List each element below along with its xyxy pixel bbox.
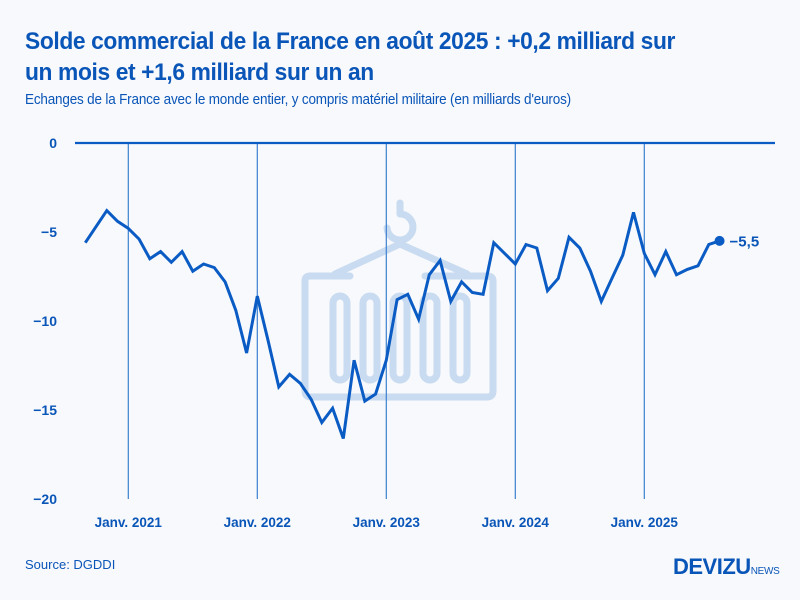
data-point <box>224 280 227 283</box>
data-point <box>654 273 657 276</box>
data-point <box>546 289 549 292</box>
data-point <box>277 385 280 388</box>
data-point <box>320 421 323 424</box>
y-tick-label: −10 <box>33 313 57 329</box>
data-point <box>632 211 635 214</box>
source-note: Source: DGDDI <box>25 557 116 572</box>
watermark-slot-5 <box>449 292 471 384</box>
x-tick-label: Janv. 2021 <box>95 515 163 530</box>
data-point <box>643 252 646 255</box>
data-point <box>697 264 700 267</box>
watermark-slot-1 <box>329 292 351 384</box>
watermark-slot-4 <box>419 292 441 384</box>
data-point <box>460 280 463 283</box>
data-point <box>707 243 710 246</box>
data-point <box>525 243 528 246</box>
data-point <box>202 263 205 266</box>
data-point <box>449 300 452 303</box>
data-point <box>299 382 302 385</box>
watermark-hook <box>383 199 417 244</box>
data-point <box>664 250 667 253</box>
data-point <box>245 352 248 355</box>
devizu-logo: DEVIZUNEWS <box>673 554 780 580</box>
data-point <box>148 257 151 260</box>
data-point <box>159 250 162 253</box>
data-point <box>170 261 173 264</box>
data-point <box>621 254 624 257</box>
data-point <box>342 437 345 440</box>
chart-title: Solde commercial de la France en août 20… <box>25 26 732 88</box>
data-point <box>514 263 517 266</box>
x-tick-label: Janv. 2022 <box>224 515 291 530</box>
last-value-label: −5,5 <box>730 233 760 250</box>
data-point <box>331 407 334 410</box>
container-crane-icon <box>301 199 497 401</box>
data-point <box>406 293 409 296</box>
x-tick-label: Janv. 2023 <box>353 515 421 530</box>
data-point <box>611 277 614 280</box>
data-point <box>105 209 108 212</box>
data-point <box>181 250 184 253</box>
data-point <box>439 259 442 262</box>
data-point <box>353 359 356 362</box>
y-tick-label: −20 <box>33 491 57 507</box>
data-point <box>686 268 689 271</box>
data-point <box>234 309 237 312</box>
data-point <box>95 225 98 228</box>
data-point <box>535 247 538 250</box>
logo-suffix-text: NEWS <box>750 566 780 577</box>
logo-main-text: DEVIZU <box>673 554 751 579</box>
watermark-slot-2 <box>359 292 381 384</box>
data-point <box>191 270 194 273</box>
data-point <box>116 220 119 223</box>
x-axis: Janv. 2021 Janv. 2022 Janv. 2023 Janv. 2024… <box>95 515 679 530</box>
x-tick-label: Janv. 2025 <box>611 515 679 530</box>
data-point <box>482 293 485 296</box>
x-tick-label: Janv. 2024 <box>482 515 550 530</box>
series-line-solde-commercial <box>84 208 720 439</box>
data-point <box>127 227 130 230</box>
data-point <box>396 298 399 301</box>
data-point <box>417 318 420 321</box>
data-point <box>84 241 87 244</box>
data-point <box>310 398 313 401</box>
chart-title-line-1: Solde commercial de la France en août 20… <box>25 28 676 55</box>
gridlines <box>127 143 645 499</box>
data-point <box>600 300 603 303</box>
data-point <box>256 295 259 298</box>
data-point <box>363 400 366 403</box>
watermark-cables <box>331 240 471 278</box>
data-point <box>503 252 506 255</box>
data-point <box>557 277 560 280</box>
data-point <box>578 247 581 250</box>
data-point <box>385 359 388 362</box>
last-value-marker <box>714 235 725 246</box>
y-axis: 0 −5 −10 −15 −20 <box>33 135 57 507</box>
watermark-container-body <box>301 272 497 401</box>
data-point <box>374 392 377 395</box>
y-tick-label: 0 <box>49 135 57 151</box>
data-point <box>213 266 216 269</box>
data-point <box>675 273 678 276</box>
watermark-slot-3 <box>389 292 411 384</box>
data-point <box>138 238 141 241</box>
y-tick-label: −15 <box>33 402 57 418</box>
data-point <box>568 236 571 239</box>
chart-title-line-2: un mois et +1,6 milliard sur un an <box>25 59 374 86</box>
data-point <box>589 270 592 273</box>
chart-subtitle: Echanges de la France avec le monde enti… <box>25 91 571 108</box>
y-tick-label: −5 <box>41 224 57 240</box>
data-point <box>428 273 431 276</box>
data-point <box>471 291 474 294</box>
data-point <box>267 339 270 342</box>
data-point <box>492 241 495 244</box>
data-point <box>288 373 291 376</box>
